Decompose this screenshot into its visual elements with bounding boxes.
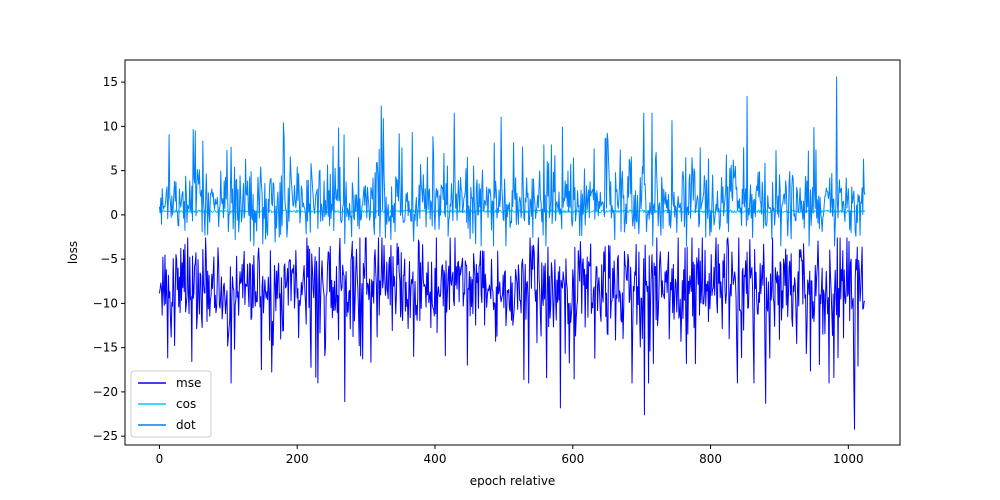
series-line-mse (158, 237, 866, 430)
y-tick-label: −25 (93, 429, 118, 443)
y-tick-label: 10 (103, 119, 118, 133)
x-tick-label: 200 (286, 452, 309, 466)
series-line-dot (158, 76, 866, 247)
legend-box (130, 370, 212, 438)
y-tick-label: −15 (93, 341, 118, 355)
legend-label-dot: dot (176, 418, 196, 432)
y-axis-label: loss (66, 241, 80, 264)
y-tick-label: 0 (110, 208, 118, 222)
legend-label-cos: cos (176, 397, 196, 411)
series-lines (158, 76, 866, 430)
y-tick-label: −20 (93, 385, 118, 399)
x-tick-label: 800 (699, 452, 722, 466)
plot-frame (124, 59, 901, 446)
x-axis-label: epoch relative (470, 474, 556, 488)
y-tick-label: 15 (103, 75, 118, 89)
y-tick-label: 5 (110, 164, 118, 178)
legend-label-mse: mse (176, 376, 201, 390)
x-tick-label: 1000 (833, 452, 864, 466)
x-tick-label: 0 (156, 452, 164, 466)
legend: mse cos dot (130, 370, 212, 438)
x-tick-label: 400 (424, 452, 447, 466)
y-tick-label: −5 (100, 252, 118, 266)
x-tick-label: 600 (561, 452, 584, 466)
axis-ticks: 0 200 400 600 800 1000 −25 −20 −15 −10 −5 0 5 10 15 (93, 75, 864, 466)
y-tick-label: −10 (93, 296, 118, 310)
